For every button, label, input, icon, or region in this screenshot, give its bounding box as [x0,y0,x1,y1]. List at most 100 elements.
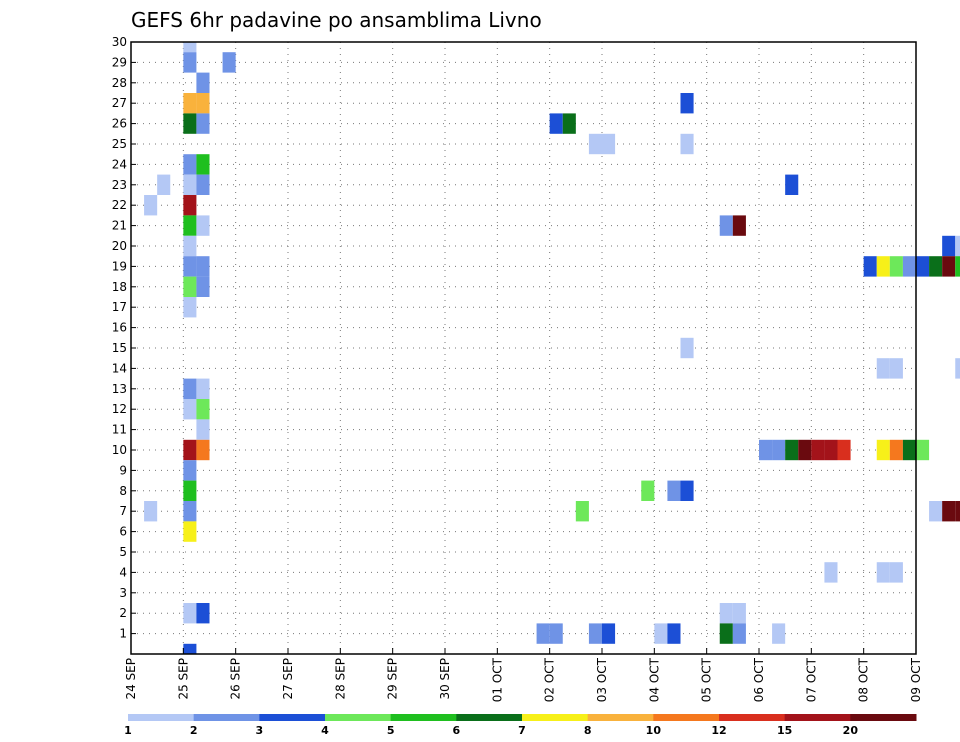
heatmap-cell [536,623,550,644]
heatmap-cell [811,439,825,461]
heatmap-cell [654,623,668,644]
legend-swatch [390,714,457,721]
heatmap-cells [144,42,960,654]
legend-tick-label: 10 [646,724,662,737]
legend-swatch [653,714,720,721]
y-tick-label: 17 [112,300,127,314]
heatmap-cell [196,154,210,175]
heatmap-cell [602,133,616,155]
heatmap-cell [667,623,681,644]
x-tick-label: 26 SEP [229,658,243,700]
heatmap-cell [183,256,197,277]
x-tick-label: 29 SEP [386,658,400,700]
heatmap-cell [680,133,694,155]
plot-frame [130,41,917,655]
legend-tick-label: 2 [190,724,198,737]
heatmap-cell [889,358,903,379]
heatmap-cell [772,439,786,461]
heatmap-cell [183,460,197,481]
y-tick-label: 18 [112,280,127,294]
y-tick-label: 22 [112,198,127,212]
heatmap-cell [196,276,210,297]
heatmap-cell [196,174,210,195]
heatmap-cell [196,256,210,277]
chart-title: GEFS 6hr padavine po ansamblima Livno [131,8,542,32]
y-tick-label: 30 [112,35,127,49]
heatmap-cell [785,439,799,461]
legend-swatch [456,714,523,721]
heatmap-cell [916,256,930,277]
heatmap-cell [196,113,210,134]
heatmap-cell [183,42,197,53]
legend-tick-label: 12 [711,724,726,737]
heatmap-cell [196,378,210,399]
y-tick-label: 19 [112,259,127,273]
y-tick-label: 24 [112,157,127,171]
heatmap-cell [183,174,197,195]
x-tick-label: 30 SEP [438,658,452,700]
heatmap-cell [955,501,960,522]
x-tick-label: 09 OCT [909,657,923,702]
y-tick-label: 10 [112,443,127,457]
heatmap-cell [876,439,890,461]
y-tick-label: 1 [119,627,127,641]
y-tick-label: 20 [112,239,127,253]
legend-swatch [784,714,851,721]
heatmap-cell [157,174,171,195]
x-tick-label: 05 OCT [700,657,714,702]
y-tick-label: 3 [119,586,127,600]
heatmap-cell [902,256,916,277]
legend-tick-label: 7 [518,724,526,737]
legend-swatch [259,714,326,721]
legend-tick-label: 1 [124,724,132,737]
heatmap-cell [183,378,197,399]
heatmap-cell [183,603,197,624]
heatmap-cell [183,113,197,134]
heatmap-cell [719,603,733,624]
legend-swatch [850,714,917,721]
legend-swatch [128,714,195,721]
heatmap-cell [196,603,210,624]
heatmap-cell [929,256,943,277]
y-tick-label: 8 [119,484,127,498]
y-tick-label: 27 [112,96,127,110]
heatmap-cell [183,501,197,522]
heatmap-cell [196,439,210,461]
y-tick-label: 7 [119,504,127,518]
x-tick-label: 06 OCT [752,657,766,702]
heatmap-cell [183,521,197,542]
y-tick-label: 6 [119,525,127,539]
heatmap-cell [876,358,890,379]
heatmap-cell [732,623,746,644]
heatmap-cell [183,93,197,114]
heatmap-cell [863,256,877,277]
x-tick-label: 02 OCT [543,657,557,702]
heatmap-cell [641,480,655,501]
heatmap-cell [942,235,956,257]
heatmap-cell [183,235,197,257]
y-tick-label: 12 [112,402,127,416]
heatmap-cell [183,297,197,318]
heatmap-cell [183,439,197,461]
heatmap-cell [719,215,733,236]
y-tick-label: 29 [112,55,127,69]
y-tick-label: 9 [119,463,127,477]
x-tick-label: 07 OCT [804,657,818,702]
legend-tick-label: 8 [584,724,592,737]
heatmap-cell [876,562,890,583]
legend-swatch [522,714,589,721]
legend-tick-label: 4 [321,724,329,737]
y-tick-label: 26 [112,117,127,131]
heatmap-cell [562,113,576,134]
heatmap-cell [902,439,916,461]
heatmap-cell [942,256,956,277]
heatmap-cell [183,154,197,175]
heatmap-cell [719,623,733,644]
y-tick-label: 21 [112,219,127,233]
y-tick-label: 11 [112,423,127,437]
legend-swatch [325,714,392,721]
heatmap-cell [916,439,930,461]
x-tick-label: 24 SEP [124,658,138,700]
x-tick-label: 01 OCT [490,657,504,702]
